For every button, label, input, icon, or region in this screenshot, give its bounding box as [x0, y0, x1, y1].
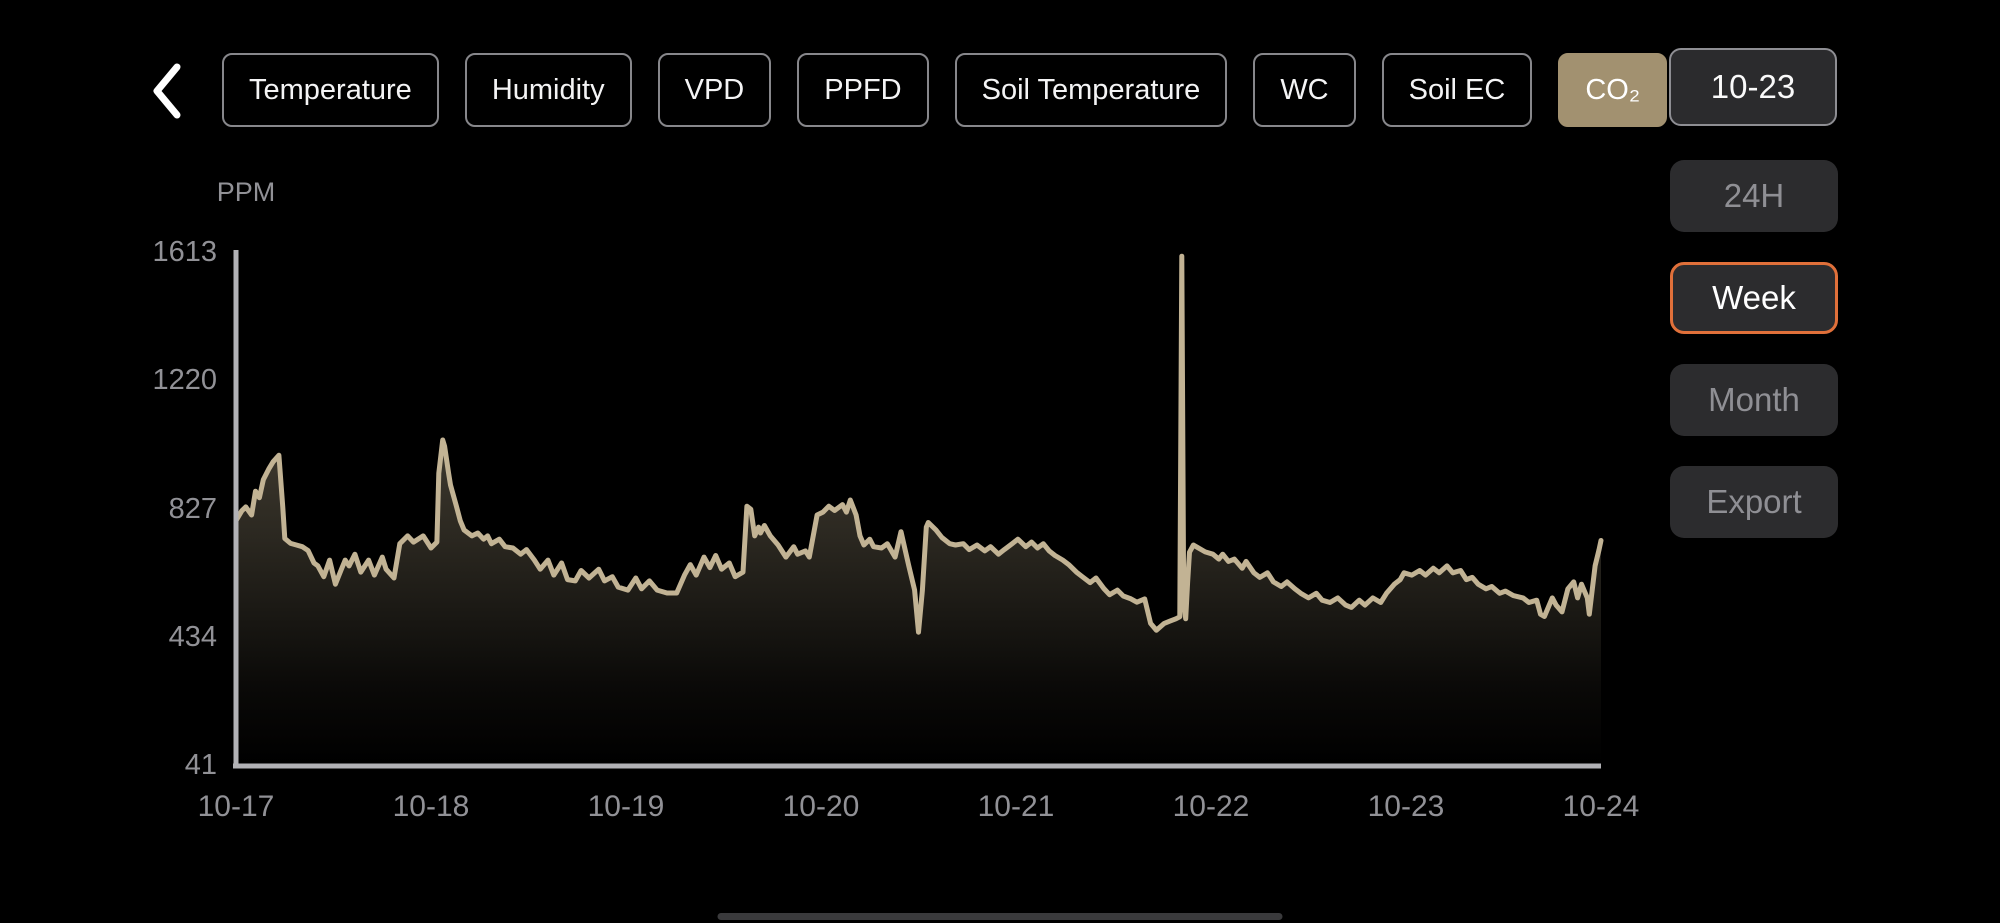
y-tick-label: 1613	[152, 236, 217, 268]
metric-tab-bar: Temperature Humidity VPD PPFD Soil Temperatu…	[222, 53, 1668, 127]
range-panel: 24H Week Month Export	[1670, 160, 1838, 538]
tab-humidity[interactable]: Humidity	[464, 53, 632, 127]
y-tick-label: 434	[168, 620, 217, 653]
home-indicator	[717, 913, 1283, 920]
co2-area-fill	[236, 256, 1601, 765]
x-tick-label: 10-23	[1367, 790, 1445, 823]
week-button[interactable]: Week	[1670, 262, 1838, 334]
tab-soil-ec[interactable]: Soil EC	[1381, 53, 1533, 127]
24h-button[interactable]: 24H	[1670, 160, 1838, 232]
x-tick-label: 10-17	[197, 790, 275, 823]
export-button[interactable]: Export	[1670, 466, 1838, 538]
x-tick-label: 10-21	[977, 790, 1055, 823]
y-tick-label: 827	[168, 492, 217, 525]
month-button[interactable]: Month	[1670, 364, 1838, 436]
tab-co2[interactable]: CO₂	[1558, 53, 1668, 127]
y-tick-label: 1220	[152, 364, 217, 397]
x-tick-label: 10-20	[782, 790, 860, 823]
tab-ppfd[interactable]: PPFD	[797, 53, 929, 127]
tab-vpd[interactable]: VPD	[657, 53, 772, 127]
x-tick-label: 10-22	[1172, 790, 1250, 823]
y-axis-unit-label: PPM	[216, 177, 276, 207]
co2-line	[233, 253, 1604, 635]
x-tick-label: 10-19	[587, 790, 665, 823]
y-tick-label: 41	[184, 749, 217, 781]
tab-temperature[interactable]: Temperature	[222, 53, 439, 127]
tab-wc[interactable]: WC	[1253, 53, 1356, 127]
back-icon[interactable]	[146, 60, 188, 122]
tab-soil-temperature[interactable]: Soil Temperature	[954, 53, 1228, 127]
x-tick-label: 10-24	[1562, 790, 1640, 823]
date-button[interactable]: 10-23	[1669, 48, 1837, 126]
x-tick-label: 10-18	[392, 790, 470, 823]
